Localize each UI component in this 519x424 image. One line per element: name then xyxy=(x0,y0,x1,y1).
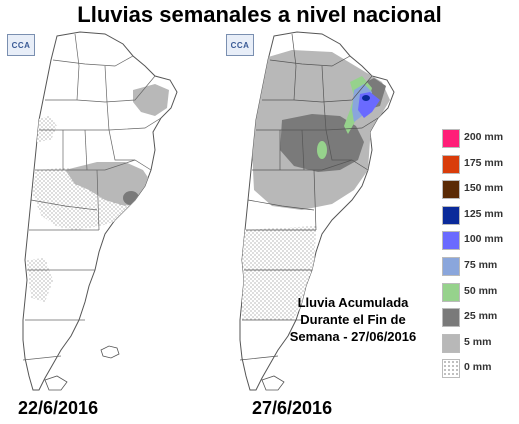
caption-line: Semana - 27/06/2016 xyxy=(289,329,417,344)
legend-swatch xyxy=(442,180,460,200)
legend-label: 0 mm xyxy=(464,361,492,374)
rainfall-map-27-6 xyxy=(239,31,395,391)
legend-swatch xyxy=(442,129,460,148)
legend-swatch xyxy=(442,257,460,276)
legend-item: 25 mm xyxy=(440,305,516,329)
legend-item: 50 mm xyxy=(440,280,516,304)
map-title: Lluvias semanales a nivel nacional xyxy=(77,2,442,27)
legend-item: 100 mm xyxy=(440,228,516,252)
province-borders xyxy=(22,33,162,361)
cca-logo: CCA xyxy=(7,34,35,56)
zone-0mm xyxy=(27,258,53,302)
zone-50mm xyxy=(317,141,327,159)
legend-item: 75 mm xyxy=(440,254,516,278)
legend-swatch xyxy=(442,205,460,225)
tierra-del-fuego xyxy=(261,375,285,391)
rainfall-map-22-6 xyxy=(22,31,178,391)
legend-label: 5 mm xyxy=(464,335,492,348)
legend-item: 0 mm xyxy=(440,356,516,380)
legend-item: 200 mm xyxy=(440,126,516,150)
zone-0mm xyxy=(35,116,57,142)
legend-item: 125 mm xyxy=(440,203,516,227)
legend-item: 150 mm xyxy=(440,177,516,201)
province-borders xyxy=(239,33,379,361)
cca-logo: CCA xyxy=(226,34,254,56)
caption-line: Durante el Fin de xyxy=(300,312,406,327)
legend-swatch xyxy=(442,282,460,302)
date-label-left: 22/6/2016 xyxy=(18,398,99,418)
zone-0mm xyxy=(242,226,316,320)
caption-line: Lluvia Acumulada xyxy=(297,295,409,310)
legend-swatch xyxy=(442,359,460,379)
legend-swatch xyxy=(442,154,460,174)
legend-label: 75 mm xyxy=(464,259,498,271)
tierra-del-fuego xyxy=(44,375,68,391)
islands xyxy=(100,345,120,359)
map-caption: Lluvia Acumulada Durante el Fin de Seman… xyxy=(278,294,428,345)
date-label-right: 27/6/2016 xyxy=(252,398,333,418)
legend-label: 200 mm xyxy=(464,131,504,143)
legend-label: 25 mm xyxy=(464,310,498,323)
legend-label: 125 mm xyxy=(464,207,504,220)
legend-swatch xyxy=(442,231,460,251)
legend-label: 100 mm xyxy=(464,233,504,246)
legend-swatch xyxy=(442,333,460,353)
legend-label: 175 mm xyxy=(464,156,504,169)
legend-swatch xyxy=(442,308,460,328)
legend-item: 5 mm xyxy=(440,331,516,355)
legend-item: 175 mm xyxy=(440,152,516,176)
legend-label: 150 mm xyxy=(464,182,504,195)
zone-125mm xyxy=(362,95,370,101)
legend-label: 50 mm xyxy=(464,284,498,297)
